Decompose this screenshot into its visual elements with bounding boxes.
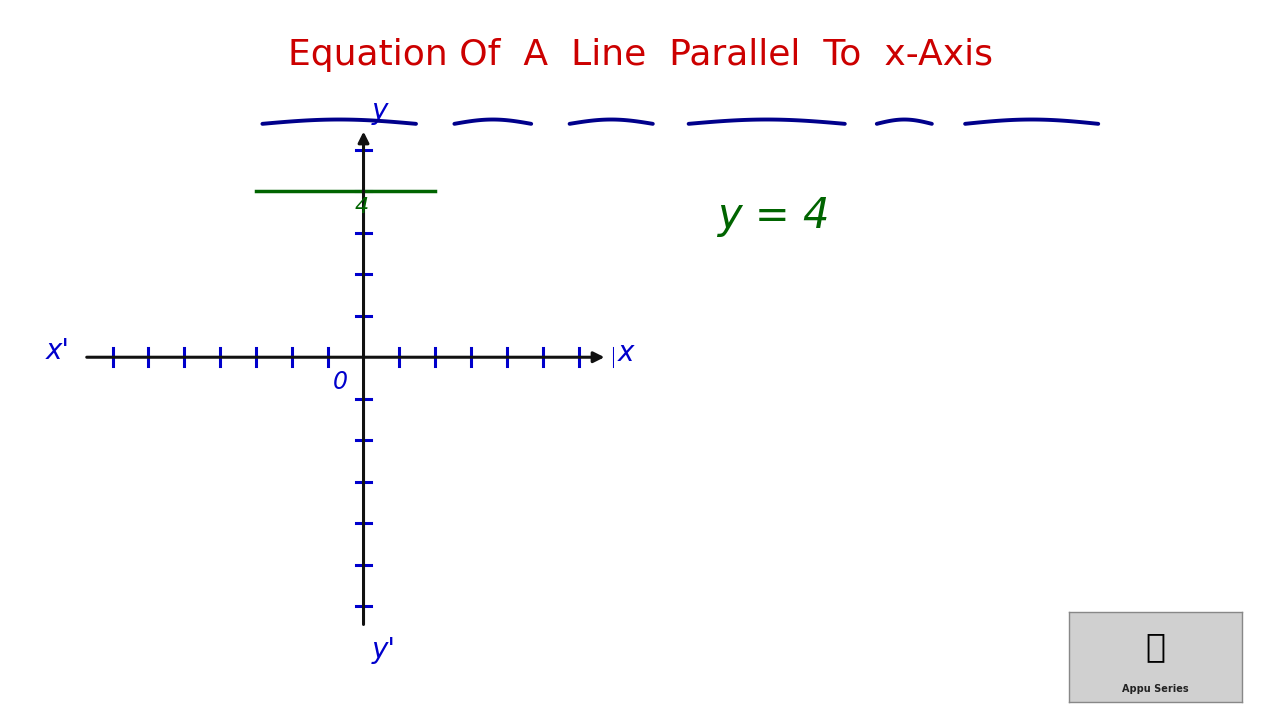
Text: Appu Series: Appu Series — [1121, 683, 1189, 693]
Text: Equation Of  A  Line  Parallel  To  x-Axis: Equation Of A Line Parallel To x-Axis — [288, 38, 992, 72]
Text: x: x — [618, 339, 635, 367]
Text: 4: 4 — [355, 197, 369, 217]
Text: x': x' — [46, 337, 69, 365]
Text: y': y' — [371, 636, 396, 664]
Text: y = 4: y = 4 — [717, 195, 829, 237]
Text: 🐘: 🐘 — [1146, 630, 1165, 662]
Text: y: y — [371, 96, 388, 125]
Text: 0: 0 — [333, 369, 347, 394]
